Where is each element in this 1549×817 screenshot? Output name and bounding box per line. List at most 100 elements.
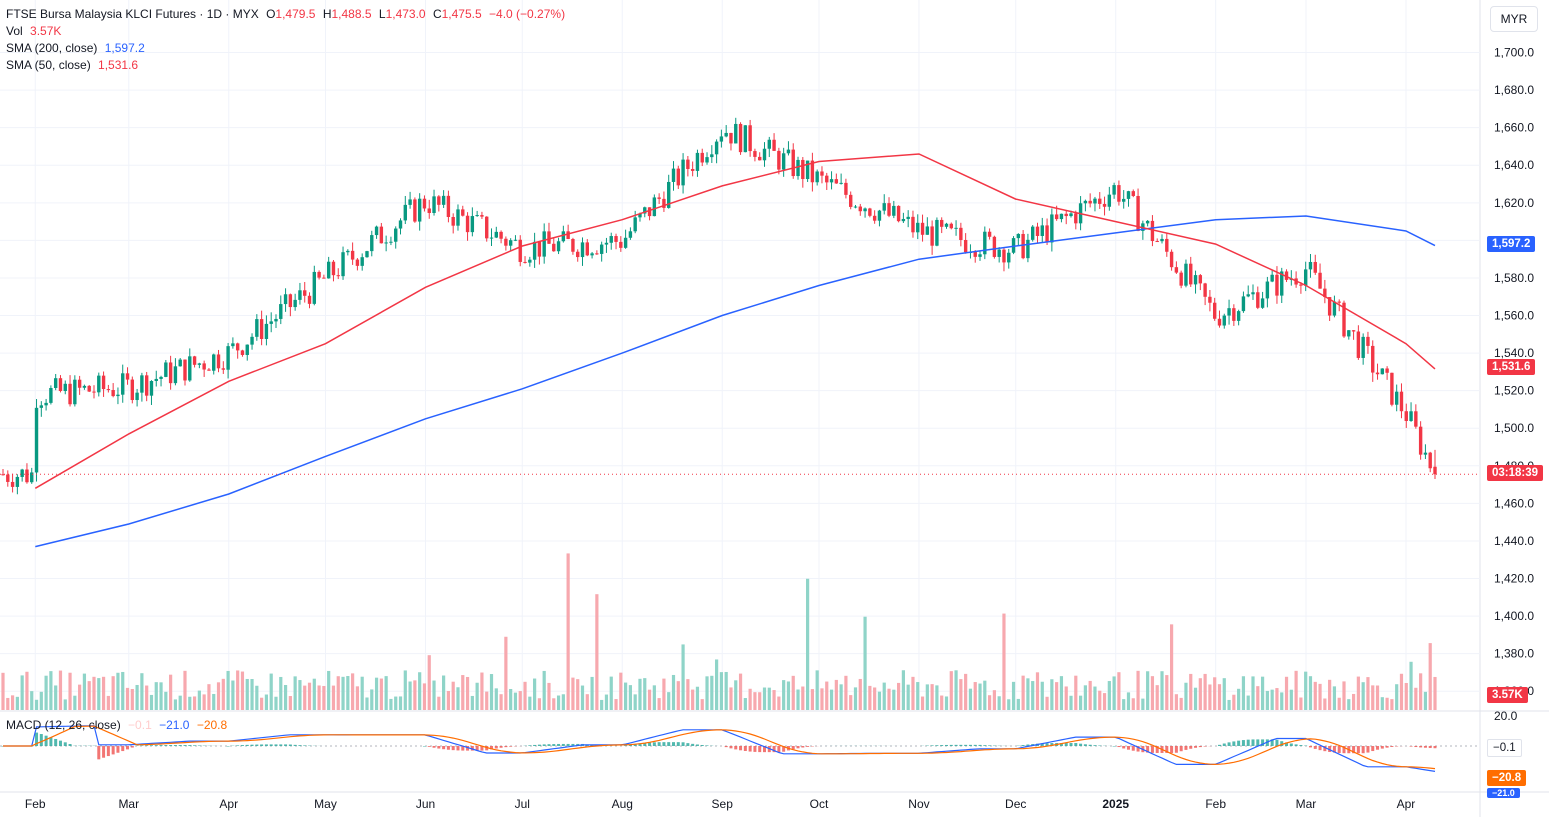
- price-tick-label: 1,400.0: [1494, 609, 1534, 623]
- volume-bar: [815, 670, 819, 710]
- candle-body: [1423, 452, 1428, 455]
- macd-hist-tag: −0.1: [1487, 739, 1522, 757]
- candle-body: [101, 375, 106, 390]
- volume-bar: [1093, 686, 1097, 710]
- candle-body: [154, 378, 158, 382]
- volume-bar: [1241, 676, 1246, 710]
- volume-bar: [1059, 676, 1064, 710]
- currency-button[interactable]: MYR: [1490, 6, 1538, 32]
- macd-histogram-bar: [1155, 746, 1159, 753]
- candle-body: [705, 157, 709, 163]
- macd-histogram-bar: [1414, 746, 1418, 748]
- macd-histogram-bar: [552, 744, 556, 746]
- macd-histogram-bar: [236, 745, 240, 746]
- macd-histogram-bar: [456, 746, 460, 751]
- candle-body: [1098, 198, 1102, 204]
- macd-histogram-bar: [422, 746, 426, 747]
- candle-body: [844, 182, 848, 195]
- candle-body: [1380, 368, 1385, 375]
- macd-histogram-bar: [672, 742, 676, 746]
- volume-bar: [901, 670, 905, 710]
- volume-bar: [365, 697, 369, 710]
- volume-bar: [1198, 678, 1202, 710]
- candle-body: [901, 218, 906, 222]
- candle-body: [44, 402, 48, 406]
- volume-bar: [499, 694, 503, 710]
- macd-histogram-bar: [63, 742, 67, 746]
- candle-body: [216, 354, 221, 369]
- candle-body: [983, 231, 987, 255]
- volume-bar: [116, 672, 120, 710]
- volume-bar: [1332, 686, 1337, 710]
- macd-histogram-bar: [758, 746, 762, 753]
- macd-histogram-bar: [542, 744, 546, 746]
- volume-bar: [236, 670, 240, 710]
- sma200-legend[interactable]: SMA (200, close) 1,597.2: [6, 40, 149, 56]
- macd-histogram-bar: [691, 743, 695, 746]
- macd-legend[interactable]: MACD (12, 26, close) −0.1 −21.0 −20.8: [6, 717, 231, 733]
- candle-body: [1121, 198, 1126, 202]
- time-tick-label: Jul: [515, 797, 530, 811]
- candle-body: [1327, 297, 1332, 316]
- candle-body: [259, 319, 264, 339]
- macd-signal-tag: −20.8: [1487, 770, 1527, 786]
- volume-bar: [202, 694, 206, 710]
- volume-bar: [738, 673, 743, 710]
- volume-value: 3.57K: [30, 24, 62, 38]
- candle-body: [125, 373, 130, 380]
- volume-bar: [624, 682, 628, 710]
- candle-body: [815, 171, 819, 183]
- sma50-legend[interactable]: SMA (50, close) 1,531.6: [6, 57, 142, 73]
- candle-body: [1342, 302, 1346, 337]
- volume-bar: [1366, 677, 1370, 710]
- volume-bar: [853, 687, 858, 710]
- candle-body: [441, 195, 446, 205]
- volume-bar: [533, 678, 537, 710]
- candle-body: [427, 208, 431, 213]
- volume-bar: [1131, 698, 1135, 710]
- volume-bar: [834, 679, 838, 710]
- volume-bar: [686, 679, 690, 710]
- candle-body: [374, 226, 379, 236]
- candle-body: [370, 235, 374, 252]
- candle-body: [1045, 225, 1049, 243]
- volume-bar: [1318, 683, 1322, 710]
- macd-histogram-bar: [461, 746, 465, 751]
- candle-body: [935, 219, 939, 246]
- candle-body: [192, 356, 197, 365]
- macd-histogram-bar: [106, 746, 110, 757]
- macd-histogram-bar: [1308, 746, 1312, 748]
- volume-bar: [1021, 675, 1025, 710]
- symbol-title: FTSE Bursa Malaysia KLCI Futures · 1D · …: [6, 7, 259, 21]
- candle-body: [149, 381, 154, 396]
- volume-bar: [1055, 682, 1059, 710]
- macd-histogram-bar: [1337, 746, 1341, 753]
- candle-body: [1179, 272, 1183, 286]
- macd-label: MACD (12, 26, close): [6, 718, 121, 732]
- candle-body: [398, 220, 403, 229]
- price-tick-label: 1,500.0: [1494, 421, 1534, 435]
- volume-bar: [1323, 698, 1327, 710]
- candle-body: [662, 198, 666, 208]
- volume-bar: [849, 695, 853, 710]
- macd-histogram-bar: [796, 746, 800, 749]
- macd-histogram-bar: [1352, 746, 1356, 754]
- volume-bar: [911, 676, 915, 710]
- candle-body: [235, 343, 240, 351]
- candle-body: [298, 290, 302, 300]
- volume-bar: [451, 681, 455, 710]
- volume-bar: [700, 699, 704, 710]
- volume-bar: [676, 681, 680, 710]
- candle-body: [1366, 336, 1370, 346]
- macd-histogram-bar: [1026, 744, 1030, 746]
- candle-body: [437, 196, 441, 205]
- macd-histogram-bar: [940, 745, 944, 746]
- macd-histogram-bar: [1361, 746, 1365, 754]
- volume-bar: [829, 689, 834, 710]
- macd-histogram-bar: [169, 745, 173, 746]
- candle-body: [1117, 185, 1121, 202]
- volume-legend[interactable]: Vol 3.57K: [6, 23, 65, 39]
- volume-bar: [580, 685, 585, 710]
- volume-bar: [1294, 670, 1298, 710]
